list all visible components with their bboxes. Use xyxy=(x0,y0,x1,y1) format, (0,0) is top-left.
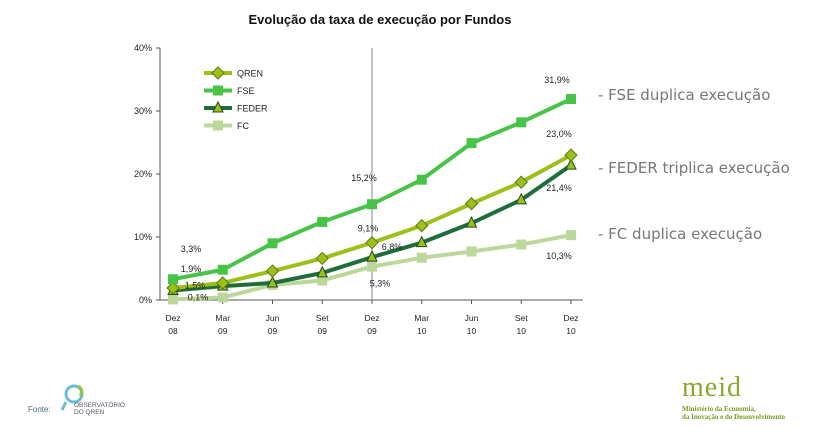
point-qren xyxy=(365,235,379,250)
point-feder xyxy=(415,235,428,248)
data-label: 1,5% xyxy=(185,281,206,291)
point-feder xyxy=(565,158,577,170)
observatorio-logo-text: OBSERVATÓRIO DO QREN xyxy=(74,402,125,416)
x-tick-label: 08 xyxy=(168,326,178,336)
point-fse xyxy=(217,264,228,275)
point-fse xyxy=(317,216,328,227)
y-tick-label: 40% xyxy=(134,43,152,53)
legend-marker-fse xyxy=(213,85,223,96)
x-tick-label: 10 xyxy=(517,326,527,336)
point-feder xyxy=(515,192,528,205)
legend-marker-fc xyxy=(213,120,223,131)
point-feder xyxy=(465,216,478,228)
data-label: 15,2% xyxy=(351,173,377,183)
point-qren xyxy=(514,175,528,189)
point-fc xyxy=(217,292,228,303)
point-qren xyxy=(315,251,329,266)
legend-label-feder: FEDER xyxy=(237,104,268,114)
x-tick-label: 09 xyxy=(218,326,228,336)
point-fse xyxy=(416,174,427,185)
y-tick-label: 0% xyxy=(139,295,152,305)
x-tick-label: Mar xyxy=(414,313,429,323)
data-label: 21,4% xyxy=(546,183,572,193)
point-qren xyxy=(464,196,479,211)
legend-label-fse: FSE xyxy=(237,86,255,96)
data-label: 9,1% xyxy=(358,224,379,234)
data-label: 31,9% xyxy=(544,75,570,85)
note-fse: - FSE duplica execução xyxy=(598,86,771,104)
legend-marker-qren xyxy=(211,66,225,80)
point-fc xyxy=(566,230,576,241)
legend-label-qren: QREN xyxy=(237,69,263,79)
x-tick-label: Dez xyxy=(165,313,180,323)
observatorio-logo-icon xyxy=(60,384,84,411)
data-label: 6,8% xyxy=(382,242,403,252)
data-label: 0,1% xyxy=(188,292,209,302)
legend-label-fc: FC xyxy=(237,121,249,131)
data-label: 3,3% xyxy=(181,244,202,254)
chart-title: Evolução da taxa de execução por Fundos xyxy=(248,12,512,27)
data-label: 1,9% xyxy=(181,264,202,274)
note-feder: - FEDER triplica execução xyxy=(598,159,790,177)
point-fse xyxy=(168,274,178,285)
point-fse xyxy=(516,117,527,128)
legend-marker-feder xyxy=(212,100,224,113)
point-fc xyxy=(168,294,178,305)
source-label: Fonte: xyxy=(28,405,51,414)
point-fse xyxy=(367,199,377,210)
point-fc xyxy=(317,275,328,286)
point-fse xyxy=(267,238,278,249)
meid-subtitle-line-2: da Inovação e do Desenvolvimento xyxy=(682,413,786,421)
point-qren xyxy=(166,281,180,295)
x-tick-label: Jun xyxy=(266,313,280,323)
x-tick-label: 09 xyxy=(318,326,328,336)
meid-logo-word: meid xyxy=(682,372,742,403)
x-tick-label: Dez xyxy=(563,313,578,323)
note-fc: - FC duplica execução xyxy=(598,225,763,243)
point-qren xyxy=(564,148,578,162)
x-tick-label: 10 xyxy=(467,326,477,336)
y-tick-label: 20% xyxy=(134,169,152,179)
point-qren xyxy=(415,218,429,233)
x-tick-label: Set xyxy=(316,313,329,323)
y-tick-label: 10% xyxy=(134,232,152,242)
data-label: 10,3% xyxy=(546,251,572,261)
point-fc xyxy=(466,246,477,257)
x-tick-label: Dez xyxy=(364,313,379,323)
meid-logo-subtitle: Ministério da Economia, da Inovação e do… xyxy=(682,405,785,421)
point-fse xyxy=(466,138,477,149)
point-fc xyxy=(516,239,527,250)
point-qren xyxy=(216,276,230,290)
meid-subtitle-line-1: Ministério da Economia, xyxy=(682,405,756,413)
data-label: 23,0% xyxy=(546,129,572,139)
x-tick-label: Jun xyxy=(465,313,479,323)
x-tick-label: 09 xyxy=(268,326,278,336)
data-label: 5,3% xyxy=(370,279,391,289)
x-tick-label: Set xyxy=(515,313,528,323)
x-tick-label: 09 xyxy=(367,326,377,336)
point-qren xyxy=(265,264,280,278)
point-fc xyxy=(416,252,427,263)
x-tick-label: 10 xyxy=(566,326,576,336)
point-feder xyxy=(366,250,378,262)
point-feder xyxy=(266,275,279,288)
point-feder xyxy=(316,265,329,278)
y-tick-label: 30% xyxy=(134,106,152,116)
point-fc xyxy=(367,261,377,272)
point-fse xyxy=(566,94,576,105)
x-tick-label: Mar xyxy=(215,313,230,323)
x-tick-label: 10 xyxy=(417,326,427,336)
